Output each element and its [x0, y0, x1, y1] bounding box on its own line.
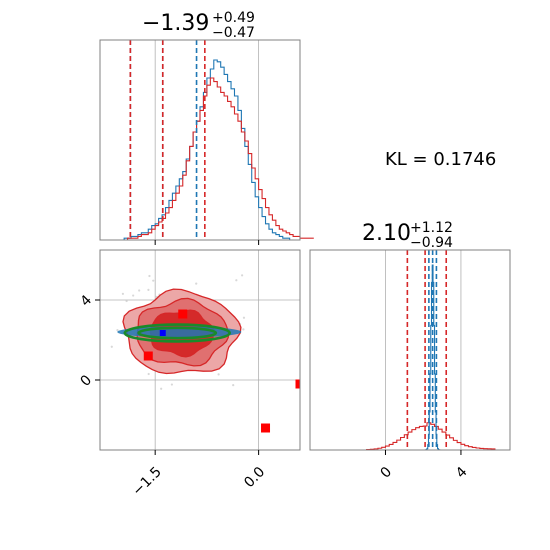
scatter-point: [170, 383, 173, 386]
joint-x-tick-label: −1.5: [129, 464, 164, 499]
x-hist-title: −1.39 +0.49 −0.47: [142, 10, 255, 41]
scatter-point: [241, 274, 244, 277]
green-contour-ellipse: [137, 326, 218, 340]
x-hist-title-sub: −0.47: [212, 25, 255, 41]
y-hist-tick-label: 4: [453, 464, 471, 482]
y-hist-title-sup: +1.12: [410, 220, 453, 236]
joint-x-tick-label: 0.0: [241, 464, 268, 491]
y-hist-frame: [309, 249, 511, 451]
scatter-point: [148, 274, 151, 278]
scatter-point: [121, 292, 124, 295]
x-hist-panel: [99, 39, 314, 245]
x-hist-background: [100, 40, 300, 240]
scatter-point: [217, 373, 220, 376]
joint-content: [41, 274, 300, 433]
scatter-point: [160, 387, 163, 390]
x-hist-frame: [99, 39, 301, 241]
y-hist-title: 2.10 +1.12 −0.94: [362, 220, 453, 251]
scatter-point: [125, 299, 128, 303]
joint-y-tick-label: 4: [78, 292, 96, 310]
x-hist-title-sup: +0.49: [212, 10, 255, 26]
red-square-marker: [261, 423, 271, 433]
x-hist-title-main: −1.39: [142, 11, 209, 36]
scatter-point: [152, 279, 155, 282]
joint-panel: −1.5 0.0 0 4: [41, 249, 301, 499]
scatter-point: [116, 328, 119, 332]
red-square-marker: [295, 379, 300, 389]
scatter-point: [242, 328, 245, 331]
kl-annotation: KL = 0.1746: [385, 149, 496, 170]
scatter-point: [41, 299, 43, 301]
x-hist-red-series: [100, 77, 314, 241]
joint-frame: [99, 249, 301, 451]
scatter-point: [147, 288, 150, 292]
scatter-point: [132, 294, 135, 297]
joint-y-tick-label: 0: [78, 372, 96, 390]
scatter-point: [195, 282, 198, 285]
scatter-point: [242, 316, 246, 319]
y-hist-title-sub: −0.94: [410, 235, 453, 251]
y-hist-title-main: 2.10: [362, 221, 411, 246]
y-hist-red-series: [366, 422, 496, 451]
y-hist-tick-label: 0: [378, 464, 396, 482]
scatter-point: [138, 289, 141, 292]
scatter-point: [232, 384, 235, 387]
green-contour-ellipse: [123, 323, 231, 343]
scatter-point: [235, 279, 238, 282]
red-square-marker: [143, 351, 153, 361]
scatter-point: [110, 345, 113, 348]
scatter-point: [147, 372, 150, 376]
blue-square-marker: [159, 330, 166, 336]
y-hist-background: [310, 250, 510, 450]
red-square-marker: [178, 309, 188, 319]
